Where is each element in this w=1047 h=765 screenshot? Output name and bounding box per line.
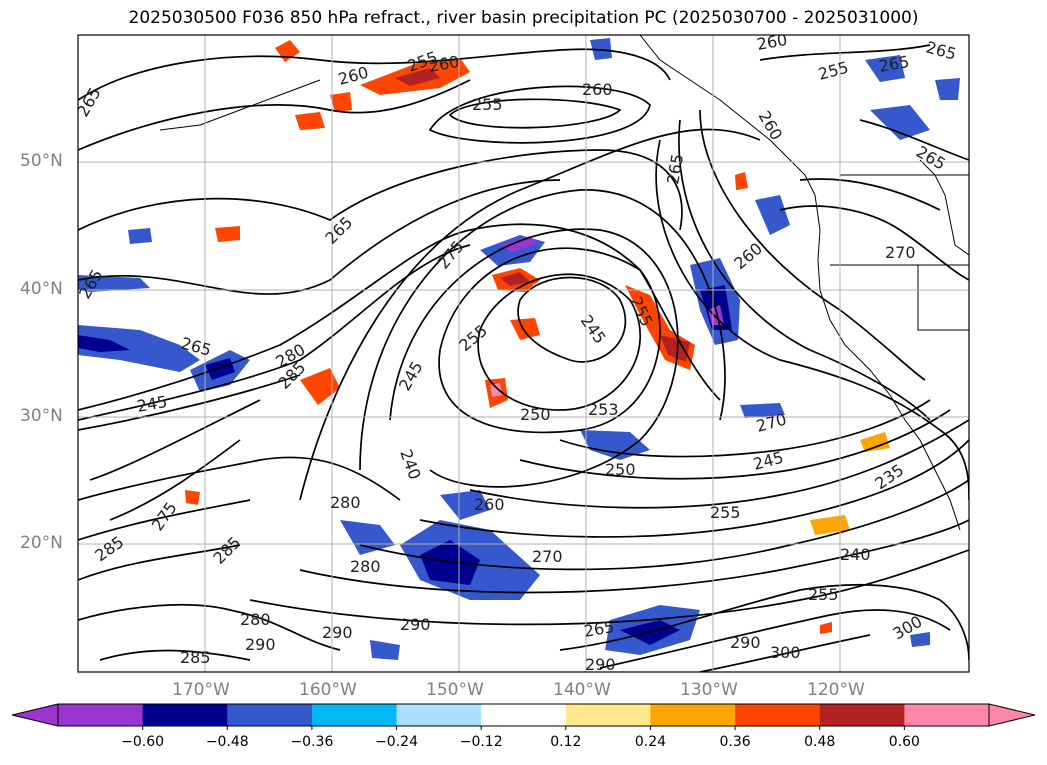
contour-label: 240 bbox=[396, 447, 424, 482]
contour-label: 240 bbox=[840, 545, 871, 564]
colorbar-swatch bbox=[227, 704, 313, 726]
colorbar bbox=[11, 703, 1036, 730]
contour-label: 290 bbox=[322, 623, 353, 642]
lat-label-50n: 50°N bbox=[20, 151, 63, 171]
map-frame bbox=[77, 34, 970, 673]
lat-label-30n: 30°N bbox=[20, 406, 63, 426]
colorbar-tick-label: 0.24 bbox=[634, 734, 667, 750]
map-title: 2025030500 F036 850 hPa refract., river … bbox=[128, 8, 919, 28]
colorbar-tick-label: −0.12 bbox=[459, 734, 503, 750]
contour-label: 255 bbox=[710, 503, 741, 522]
contour-label: 245 bbox=[577, 311, 610, 347]
contour-label: 265 bbox=[924, 38, 958, 64]
contour-label: 290 bbox=[245, 635, 276, 654]
coastlines bbox=[159, 35, 969, 531]
colorbar-under-extend bbox=[11, 703, 59, 727]
colorbar-swatch bbox=[565, 704, 651, 726]
contour-label: 253 bbox=[588, 400, 619, 419]
colorbar-tick-label: −0.60 bbox=[121, 734, 165, 750]
contour-label: 290 bbox=[730, 633, 761, 652]
lon-label-170w: 170°W bbox=[172, 680, 230, 700]
contour-label: 270 bbox=[532, 547, 563, 566]
precip-shading bbox=[78, 38, 960, 660]
lat-label-20n: 20°N bbox=[20, 533, 63, 553]
contour-label: 265 bbox=[913, 142, 949, 174]
lat-label-40n: 40°N bbox=[20, 279, 63, 299]
contour-label: 260 bbox=[474, 495, 505, 514]
contour-label: 245 bbox=[395, 358, 427, 394]
colorbar-swatch bbox=[904, 704, 990, 726]
colorbar-frame bbox=[57, 703, 990, 727]
refractivity-contours bbox=[78, 44, 969, 672]
colorbar-tick-label: 0.60 bbox=[888, 734, 920, 750]
lon-label-140w: 140°W bbox=[553, 680, 611, 700]
colorbar-swatch bbox=[58, 704, 144, 726]
colorbar-swatch bbox=[142, 704, 228, 726]
contour-label: 280 bbox=[330, 493, 361, 512]
contour-label: 275 bbox=[148, 498, 181, 534]
contour-label: 265 bbox=[663, 152, 687, 185]
colorbar-swatch bbox=[311, 704, 398, 726]
contour-label: 245 bbox=[751, 448, 785, 474]
colorbar-tick-label: −0.24 bbox=[375, 734, 418, 750]
contour-label: 285 bbox=[91, 532, 127, 565]
contour-label: 255 bbox=[472, 95, 503, 114]
colorbar-over-extend bbox=[988, 703, 1036, 727]
graticule bbox=[78, 35, 969, 672]
contour-label: 280 bbox=[240, 610, 271, 629]
contour-label: 285 bbox=[180, 648, 211, 667]
contour-label: 300 bbox=[770, 643, 801, 662]
contour-label: 285 bbox=[209, 533, 244, 568]
contour-label: 270 bbox=[885, 243, 916, 262]
lon-label-120w: 120°W bbox=[807, 680, 865, 700]
colorbar-tick-label: 0.36 bbox=[719, 734, 751, 750]
contour-label: 250 bbox=[520, 405, 551, 424]
contour-label: 255 bbox=[455, 321, 491, 355]
colorbar-tick-label: 0.12 bbox=[550, 734, 582, 750]
colorbar-tick-label: −0.36 bbox=[290, 734, 334, 750]
contour-label: 260 bbox=[755, 108, 787, 144]
contour-label: 290 bbox=[585, 655, 616, 674]
contour-label: 290 bbox=[400, 615, 431, 634]
colorbar-swatch bbox=[396, 704, 482, 726]
contour-label: 280 bbox=[350, 557, 381, 576]
lon-label-160w: 160°W bbox=[299, 680, 357, 700]
contour-label: 255 bbox=[816, 58, 850, 84]
colorbar-swatch bbox=[735, 704, 821, 726]
contour-label: 260 bbox=[582, 80, 613, 99]
contour-label: 255 bbox=[808, 585, 839, 604]
colorbar-swatch bbox=[650, 704, 736, 726]
colorbar-swatch bbox=[481, 704, 567, 726]
colorbar-tick-label: −0.48 bbox=[205, 734, 249, 750]
contour-label: 235 bbox=[871, 460, 907, 493]
lon-label-130w: 130°W bbox=[680, 680, 738, 700]
contour-label: 250 bbox=[605, 460, 636, 479]
lon-label-150w: 150°W bbox=[426, 680, 484, 700]
colorbar-tick-label: 0.48 bbox=[804, 734, 836, 750]
contour-label: 265 bbox=[877, 52, 910, 76]
contour-label: 260 bbox=[755, 30, 788, 54]
colorbar-swatch bbox=[819, 704, 905, 726]
